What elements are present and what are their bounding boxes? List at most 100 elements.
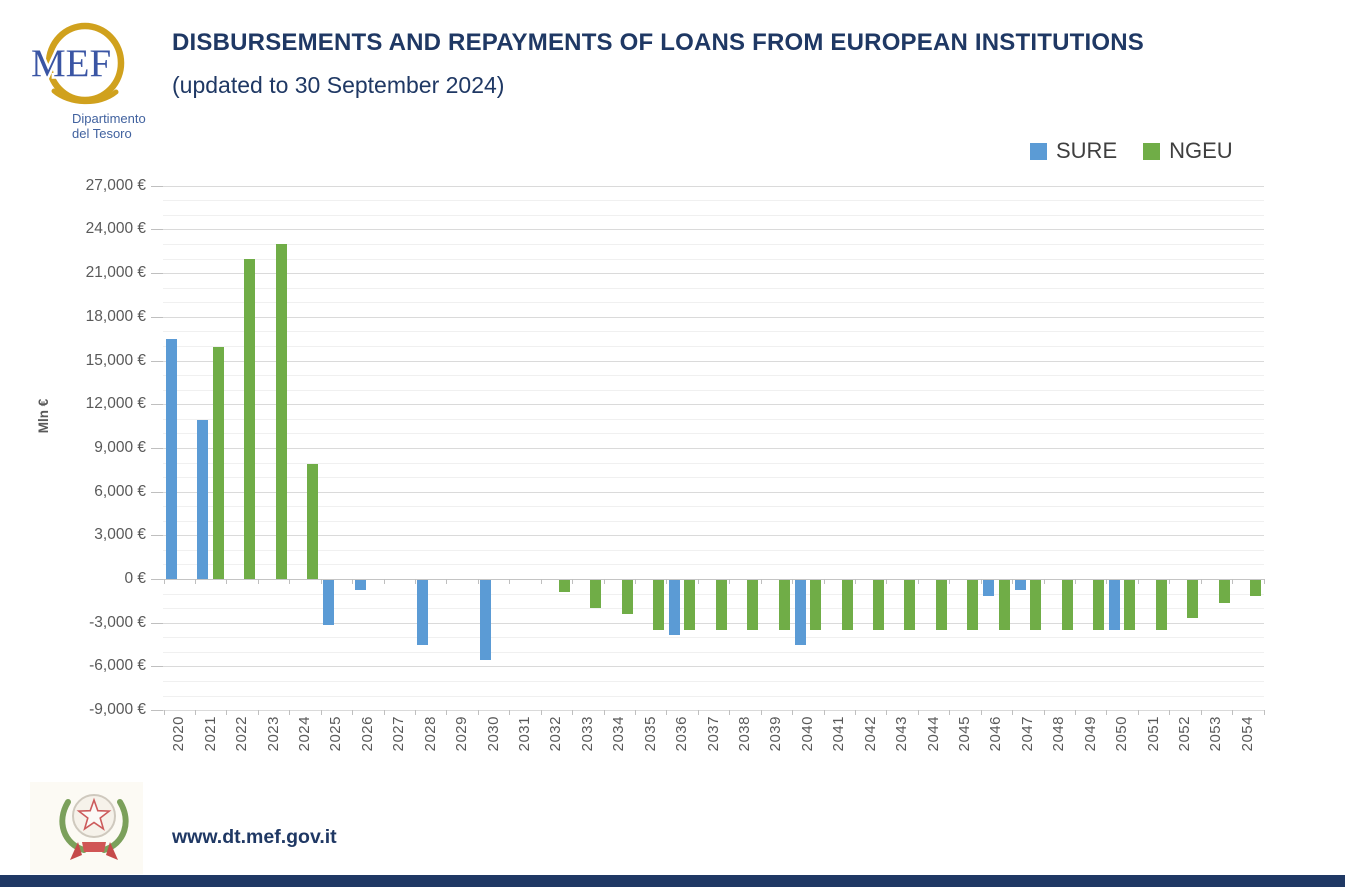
y-tick-label: 15,000 € (85, 351, 146, 369)
y-tick-mark (151, 579, 163, 580)
bar-sure-2047 (1014, 580, 1026, 591)
bar-sure-2021 (197, 420, 209, 579)
x-tick-label: 2052 (1175, 716, 1193, 752)
gridline (163, 273, 1264, 275)
category-tick-mark (697, 579, 699, 584)
category-tick-mark (603, 710, 605, 716)
gridline (163, 608, 1264, 610)
gridline (163, 302, 1264, 304)
gridline (163, 229, 1264, 231)
category-tick-mark (697, 710, 699, 716)
x-tick-label: 2024 (295, 716, 313, 752)
x-tick-label: 2031 (515, 716, 533, 752)
gridline (163, 447, 1264, 449)
y-tick-mark (151, 535, 163, 537)
y-tick-mark (151, 710, 163, 712)
gridline (163, 389, 1264, 391)
x-tick-label: 2045 (955, 716, 973, 752)
website-link[interactable]: www.dt.mef.gov.it (172, 826, 337, 848)
category-tick-mark (446, 710, 448, 716)
category-tick-mark (917, 710, 919, 716)
y-tick-mark (151, 273, 163, 275)
y-tick-label: 24,000 € (85, 220, 146, 238)
bar-ngeu-2036 (684, 580, 696, 630)
y-tick-mark (151, 404, 163, 406)
category-tick-mark (634, 579, 636, 584)
y-tick-label: -6,000 € (89, 657, 146, 675)
category-tick-mark (320, 579, 322, 584)
gridline (163, 462, 1264, 464)
gridline (163, 418, 1264, 420)
category-tick-mark (1074, 710, 1076, 716)
mef-department-label: Dipartimento del Tesoro (72, 111, 146, 141)
y-tick-label: 3,000 € (94, 526, 146, 544)
category-tick-mark (163, 710, 165, 716)
gridline (163, 651, 1264, 653)
gridline (163, 360, 1264, 362)
category-tick-mark (477, 710, 479, 716)
x-tick-label: 2038 (735, 716, 753, 752)
bar-ngeu-2039 (778, 580, 790, 630)
emblem-ribbon-right (106, 842, 118, 860)
emblem-star (76, 797, 112, 831)
bar-ngeu-2043 (904, 580, 916, 630)
gridline (163, 622, 1264, 624)
category-tick-mark (854, 710, 856, 716)
category-tick-mark (1200, 579, 1202, 584)
bar-ngeu-2021 (212, 347, 224, 579)
y-tick-label: 27,000 € (85, 176, 146, 194)
category-tick-mark (949, 710, 951, 716)
category-tick-mark (1169, 710, 1171, 716)
category-tick-mark (729, 710, 731, 716)
bar-ngeu-2033 (590, 580, 602, 608)
gridline (163, 535, 1264, 537)
category-tick-mark (257, 710, 259, 716)
x-tick-label: 2043 (893, 716, 911, 752)
bar-sure-2040 (794, 580, 806, 645)
bar-sure-2028 (417, 580, 429, 645)
gridline (163, 593, 1264, 595)
y-tick-mark (151, 447, 163, 449)
x-tick-label: 2020 (170, 716, 188, 752)
x-tick-label: 2049 (1081, 716, 1099, 752)
x-tick-label: 2025 (327, 716, 345, 752)
category-tick-mark (477, 579, 479, 584)
x-tick-label: 2042 (861, 716, 879, 752)
bar-ngeu-2051 (1155, 580, 1167, 630)
x-tick-label: 2041 (830, 716, 848, 752)
y-tick-mark (151, 491, 163, 493)
y-tick-label: 18,000 € (85, 307, 146, 325)
chart-legend: SURE NGEU (1030, 138, 1233, 164)
category-tick-mark (446, 579, 448, 584)
bar-ngeu-2035 (652, 580, 664, 630)
x-tick-label: 2047 (1018, 716, 1036, 752)
category-tick-mark (1169, 579, 1171, 584)
category-tick-mark (509, 710, 511, 716)
bar-ngeu-2054 (1250, 580, 1262, 596)
y-tick-mark (151, 316, 163, 318)
x-tick-label: 2053 (1207, 716, 1225, 752)
x-tick-label: 2021 (201, 716, 219, 752)
gridline (163, 695, 1264, 697)
y-tick-mark (151, 229, 163, 231)
bar-ngeu-2050 (1124, 580, 1136, 630)
category-tick-mark (823, 710, 825, 716)
bar-ngeu-2042 (872, 580, 884, 630)
y-tick-label: 6,000 € (94, 482, 146, 500)
page-subtitle: (updated to 30 September 2024) (172, 72, 505, 98)
y-tick-label: 0 € (124, 570, 146, 587)
category-tick-mark (1232, 579, 1234, 584)
bar-ngeu-2022 (244, 258, 256, 579)
x-tick-label: 2028 (421, 716, 439, 752)
bar-ngeu-2044 (935, 580, 947, 630)
category-tick-mark (854, 579, 856, 584)
category-tick-mark (226, 710, 228, 716)
bar-ngeu-2034 (621, 580, 633, 614)
category-tick-mark (666, 579, 668, 584)
x-tick-label: 2034 (610, 716, 628, 752)
category-tick-mark (1043, 579, 1045, 584)
bar-ngeu-2049 (1092, 580, 1104, 630)
emblem-ribbon-left (70, 842, 82, 860)
y-tick-mark (151, 622, 163, 624)
